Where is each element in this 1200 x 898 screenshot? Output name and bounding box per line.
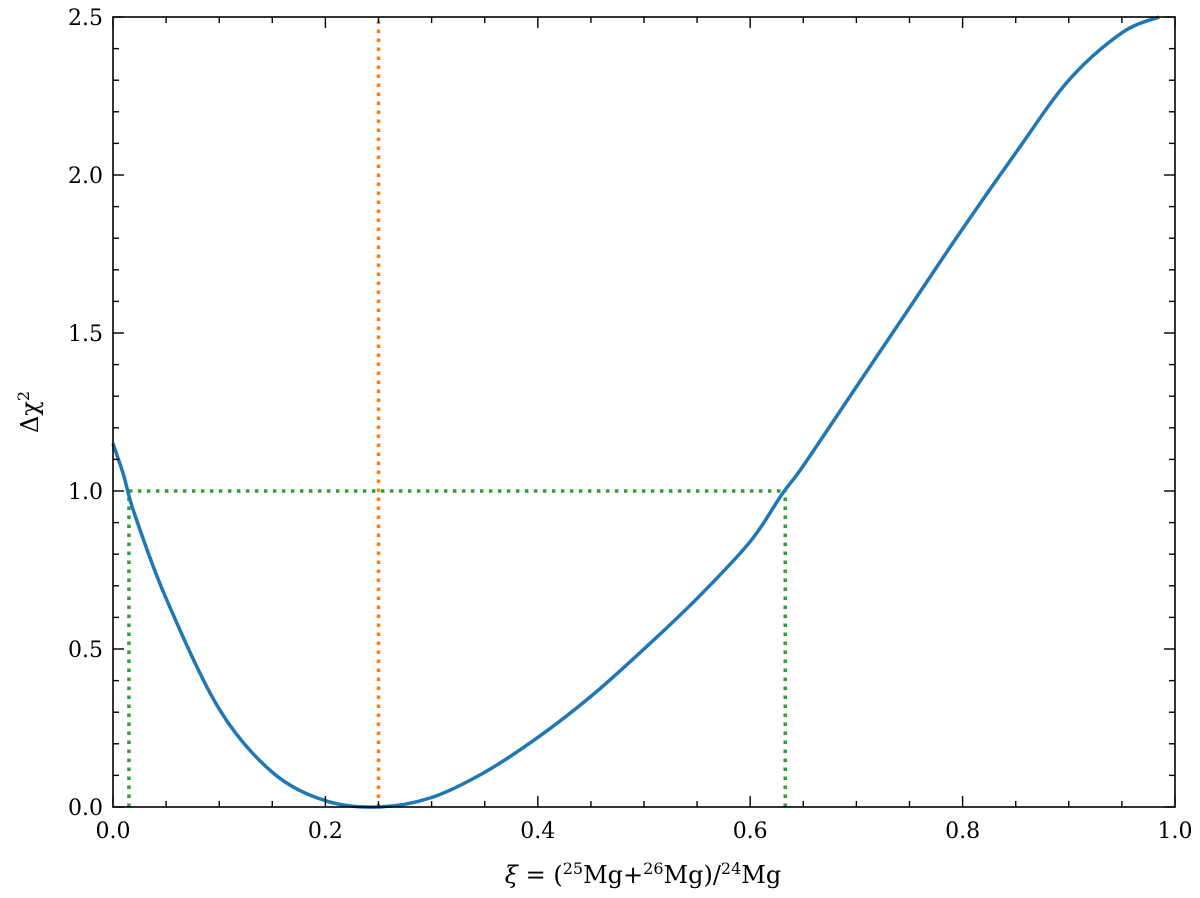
x-tick-label: 0.4 <box>520 819 555 844</box>
axis-ticks <box>112 16 1176 808</box>
tick-labels: 0.0 0.2 0.4 0.6 0.8 1.0 0.0 0.5 1.0 1.5 2.0 2.5 <box>68 6 1193 844</box>
x-tick-label: 0.0 <box>96 819 131 844</box>
y-tick-label: 1.0 <box>68 480 103 505</box>
series-line-0 <box>111 15 1160 809</box>
plot-content <box>111 15 1160 809</box>
y-tick-label: 2.0 <box>68 164 103 189</box>
x-axis-label: ξ = (25Mg+26Mg)/24Mg <box>505 859 781 890</box>
y-tick-label: 2.5 <box>68 6 103 31</box>
y-tick-label: 0.5 <box>68 638 103 663</box>
y-tick-label: 0.0 <box>68 796 103 821</box>
plot-frame <box>112 16 1176 808</box>
x-tick-label: 0.2 <box>308 819 343 844</box>
x-tick-label: 1.0 <box>1158 819 1193 844</box>
y-tick-label: 1.5 <box>68 322 103 347</box>
y-axis-label: Δχ2 <box>14 391 45 433</box>
x-tick-label: 0.8 <box>945 819 980 844</box>
x-tick-label: 0.6 <box>733 819 768 844</box>
